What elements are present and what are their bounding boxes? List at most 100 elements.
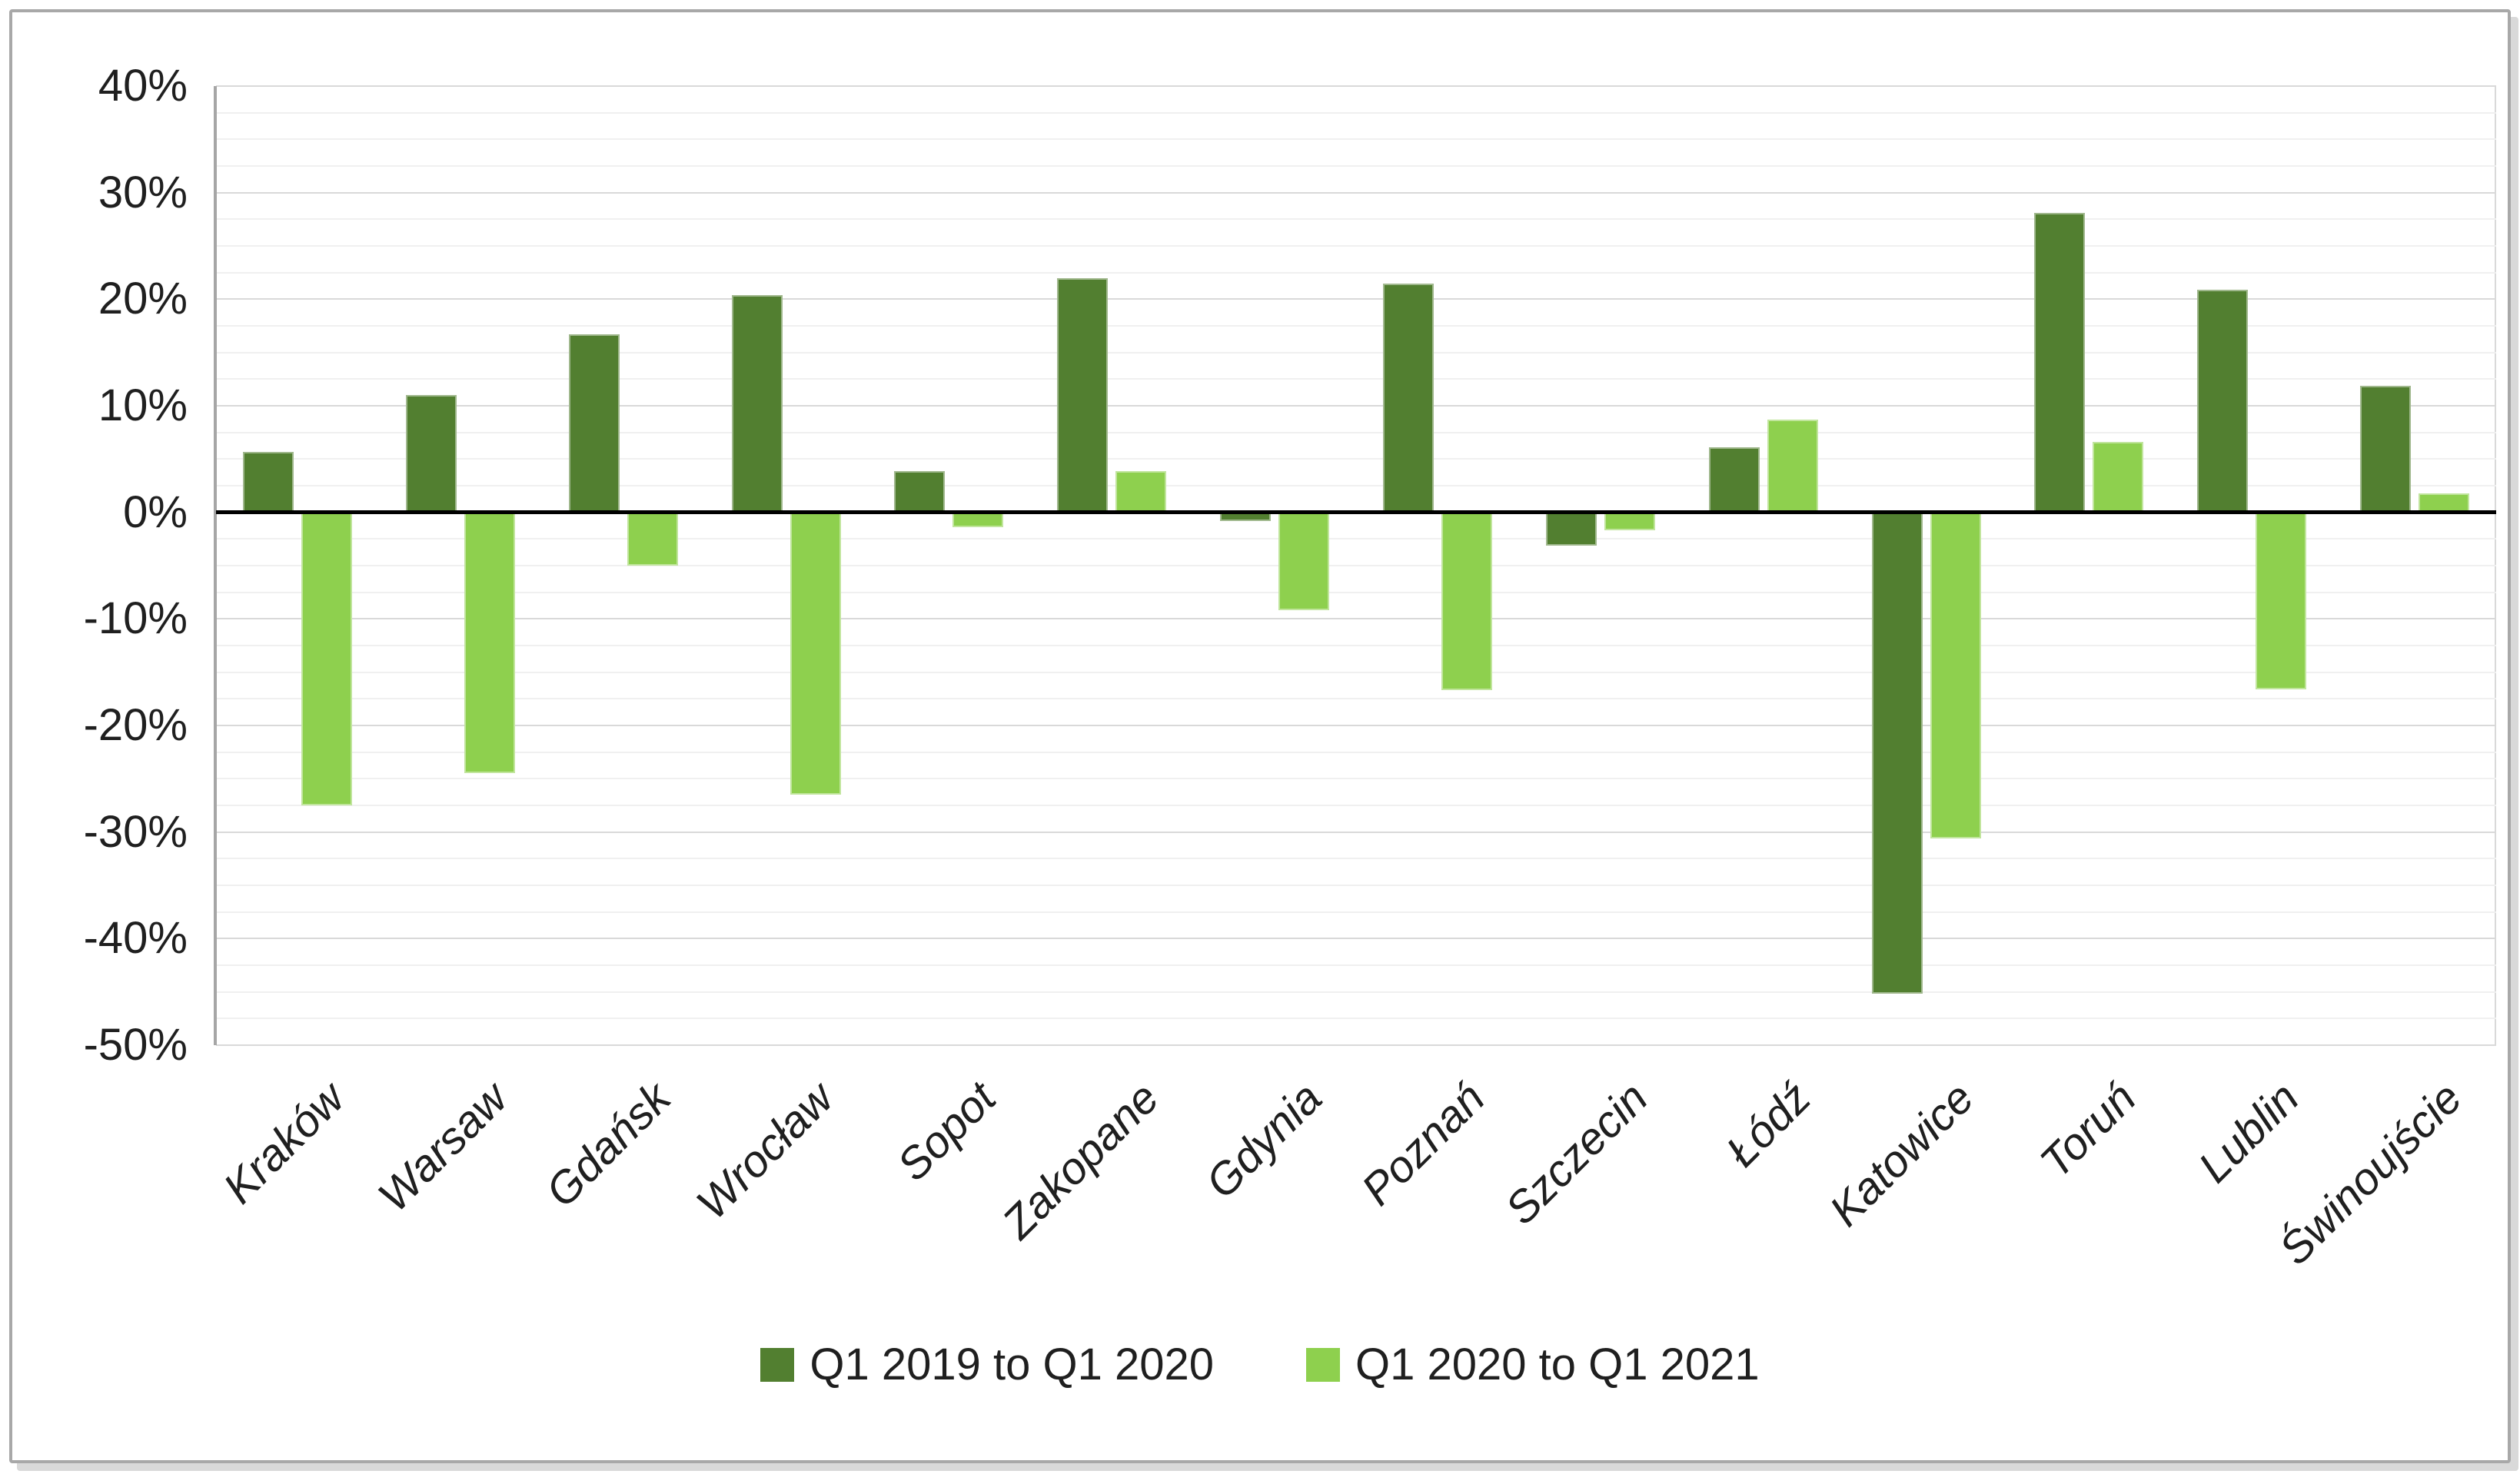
gridline-major — [216, 1044, 2496, 1046]
legend-entry-q1-2019-to-q1-2020: Q1 2019 to Q1 2020 — [760, 1342, 1214, 1388]
gridline-minor — [216, 671, 2496, 673]
gridline-minor — [216, 964, 2496, 966]
gridline-minor — [216, 1018, 2496, 1020]
bar-q1-2019-to-q1-2020-poznan — [1382, 283, 1434, 513]
x-axis-labels: Kraków Warsaw Gdańsk Wrocław Sopot Zakopane Gd… — [214, 1045, 2496, 1322]
gridline-minor — [216, 325, 2496, 327]
gridline-minor — [216, 565, 2496, 566]
gridline-major — [216, 618, 2496, 620]
y-tick-label-40-: 40% — [98, 61, 188, 111]
gridline-major — [216, 405, 2496, 407]
bar-q1-2019-to-q1-2020-torun — [2034, 213, 2086, 513]
gridline-minor — [216, 778, 2496, 780]
gridline-minor — [216, 591, 2496, 593]
x-tick-label-wroc-aw: Wrocław — [687, 1072, 843, 1230]
bar-q1-2020-to-q1-2021-gdynia — [1278, 512, 1330, 611]
gridline-minor — [216, 218, 2496, 221]
gridline-minor — [216, 485, 2496, 486]
chart-frame: 40% 30% 20% 10% 0% -10% -20% -30% -40% -50% Krakó… — [9, 9, 2511, 1463]
y-tick-label-0-: 0% — [123, 486, 188, 537]
gridline-major — [216, 831, 2496, 833]
bar-q1-2019-to-q1-2020-warsaw — [405, 395, 457, 513]
legend-label: Q1 2020 to Q1 2021 — [1355, 1340, 1760, 1389]
bar-q1-2020-to-q1-2021-szczecin — [1604, 512, 1655, 531]
legend-swatch-icon — [760, 1348, 795, 1382]
gridline-major — [216, 191, 2496, 194]
gridline-minor — [216, 885, 2496, 886]
legend-swatch-icon — [1306, 1348, 1340, 1382]
x-tick-label-lublin: Lublin — [2189, 1072, 2309, 1193]
gridline-major — [216, 938, 2496, 940]
x-tick-label-katowice: Katowice — [1819, 1072, 1983, 1237]
y-tick-label-10-: 10% — [98, 380, 188, 430]
bar-q1-2019-to-q1-2020-gdansk — [568, 334, 620, 513]
y-axis-line — [214, 86, 217, 1045]
bar-q1-2020-to-q1-2021-katowice — [1930, 512, 1981, 838]
plot-area — [214, 85, 2496, 1046]
y-tick-label--30-: -30% — [83, 806, 188, 857]
bar-q1-2020-to-q1-2021-gdansk — [627, 512, 678, 566]
gridline-minor — [216, 911, 2496, 913]
x-tick-label--odz: Łódź — [1716, 1072, 1820, 1177]
x-tick-label-gdynia: Gdynia — [1195, 1072, 1331, 1208]
y-tick-label-20-: 20% — [98, 274, 188, 324]
bar-q1-2020-to-q1-2021--odz — [1767, 420, 1818, 513]
y-tick-label--40-: -40% — [83, 913, 188, 964]
bar-q1-2020-to-q1-2021-wroc-aw — [790, 512, 841, 795]
y-tick-label--10-: -10% — [83, 593, 188, 644]
bar-q1-2019-to-q1-2020-lublin — [2197, 289, 2249, 513]
gridline-minor — [216, 991, 2496, 993]
gridline-minor — [216, 378, 2496, 380]
legend-label: Q1 2019 to Q1 2020 — [810, 1340, 1214, 1389]
bar-q1-2020-to-q1-2021-swinoujscie — [2419, 493, 2470, 513]
gridline-minor — [216, 431, 2496, 433]
bar-q1-2019-to-q1-2020-katowice — [1871, 512, 1923, 994]
bar-q1-2020-to-q1-2021-poznan — [1441, 512, 1492, 691]
x-tick-label-gdansk: Gdańsk — [536, 1072, 680, 1217]
legend-entry-q1-2020-to-q1-2021: Q1 2020 to Q1 2021 — [1306, 1342, 1760, 1388]
y-tick-label-30-: 30% — [98, 167, 188, 217]
gridline-minor — [216, 858, 2496, 860]
x-tick-label-poznan: Poznań — [1351, 1072, 1494, 1215]
bar-q1-2019-to-q1-2020-szczecin — [1545, 512, 1597, 546]
bar-q1-2020-to-q1-2021-krakow — [301, 512, 352, 805]
bar-q1-2020-to-q1-2021-torun — [2093, 442, 2144, 513]
y-tick-label--50-: -50% — [83, 1020, 188, 1070]
bar-q1-2020-to-q1-2021-sopot — [952, 512, 1004, 528]
gridline-minor — [216, 165, 2496, 167]
bar-q1-2020-to-q1-2021-zakopane — [1115, 470, 1167, 513]
bar-q1-2019-to-q1-2020-gdynia — [1220, 512, 1272, 521]
gridline-minor — [216, 751, 2496, 753]
gridline-minor — [216, 245, 2496, 247]
gridline-major — [216, 298, 2496, 300]
y-axis-labels: 40% 30% 20% 10% 0% -10% -20% -30% -40% -50% — [12, 64, 188, 1067]
gridline-minor — [216, 351, 2496, 354]
gridline-minor — [216, 538, 2496, 540]
gridline-minor — [216, 458, 2496, 460]
bar-q1-2019-to-q1-2020-zakopane — [1057, 277, 1109, 513]
bar-q1-2020-to-q1-2021-warsaw — [464, 512, 515, 774]
legend: Q1 2019 to Q1 2020 Q1 2020 to Q1 2021 — [12, 1342, 2508, 1388]
bar-q1-2020-to-q1-2021-lublin — [2256, 512, 2307, 689]
gridline-minor — [216, 698, 2496, 700]
gridline-major — [216, 85, 2496, 87]
gridline-minor — [216, 645, 2496, 646]
y-tick-label--20-: -20% — [83, 700, 188, 750]
gridline-minor — [216, 805, 2496, 806]
bar-q1-2019-to-q1-2020-sopot — [894, 470, 946, 513]
bar-q1-2019-to-q1-2020-krakow — [242, 451, 294, 513]
x-tick-label-szczecin: Szczecin — [1495, 1072, 1657, 1234]
x-tick-label-zakopane: Zakopane — [992, 1072, 1169, 1249]
gridline-major — [216, 725, 2496, 726]
x-tick-label-sopot: Sopot — [888, 1072, 1006, 1191]
gridline-minor — [216, 271, 2496, 274]
bar-q1-2019-to-q1-2020-swinoujscie — [2360, 385, 2412, 513]
zero-axis-line — [216, 510, 2496, 515]
gridline-minor — [216, 138, 2496, 141]
x-tick-label-krakow: Kraków — [214, 1072, 354, 1213]
bar-q1-2019-to-q1-2020--odz — [1708, 447, 1760, 513]
x-tick-label-torun: Toruń — [2030, 1072, 2146, 1188]
gridline-minor — [216, 111, 2496, 114]
x-tick-label-warsaw: Warsaw — [368, 1072, 517, 1222]
bar-q1-2019-to-q1-2020-wroc-aw — [731, 294, 783, 513]
